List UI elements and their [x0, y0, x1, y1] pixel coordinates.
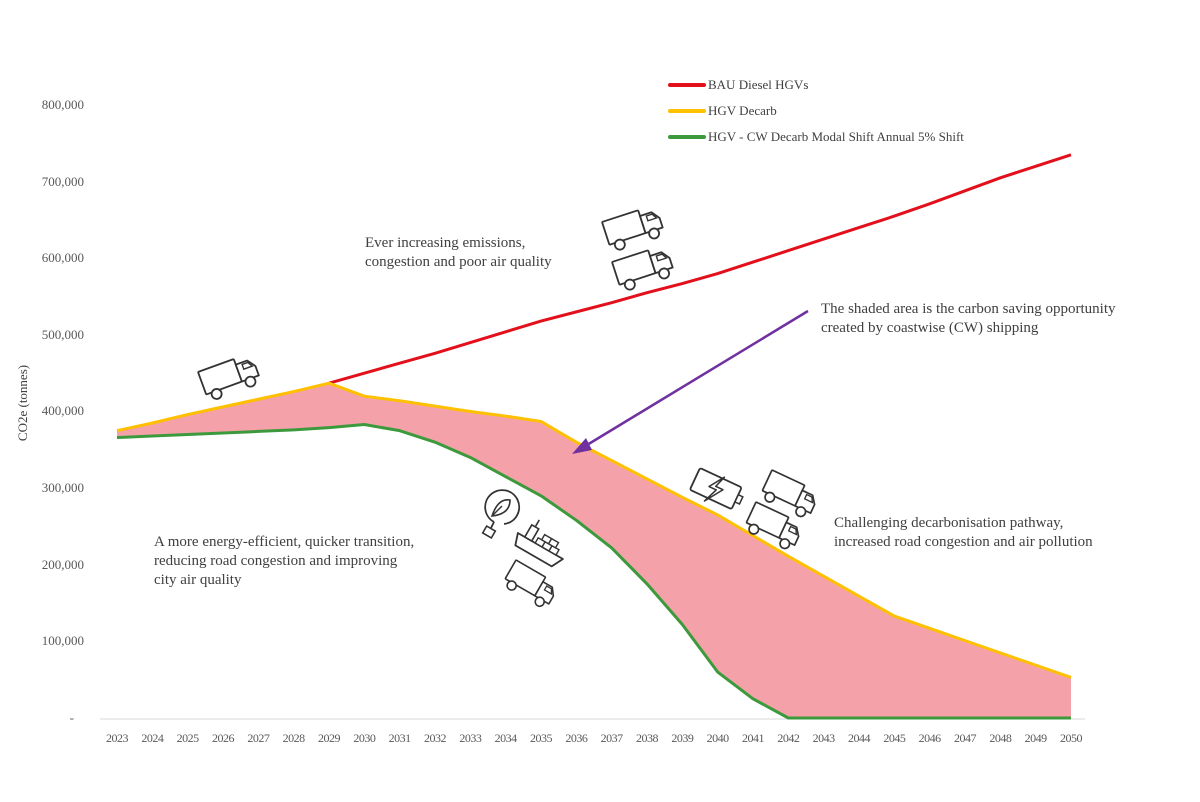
x-tick: 2035	[530, 731, 553, 745]
x-tick: 2026	[212, 731, 235, 745]
annotation-line: congestion and poor air quality	[365, 254, 552, 270]
legend-swatch-green	[668, 135, 706, 139]
x-tick: 2033	[459, 731, 482, 745]
x-tick: 2030	[353, 731, 376, 745]
truck-icon	[611, 243, 677, 294]
y-tick: 300,000	[41, 480, 84, 495]
cargo-ship-icon	[514, 519, 564, 568]
y-tick: 700,000	[41, 174, 84, 189]
legend-label: HGV Decarb	[708, 103, 777, 118]
eco-plug-icon	[481, 489, 521, 540]
annotation-line: A more energy-efficient, quicker transit…	[154, 534, 415, 550]
x-tick: 2044	[848, 731, 871, 745]
x-tick: 2036	[565, 731, 588, 745]
legend-label: HGV - CW Decarb Modal Shift Annual 5% Sh…	[708, 129, 964, 144]
annotation-line: The shaded area is the carbon saving opp…	[821, 301, 1116, 317]
x-tick: 2043	[812, 731, 836, 745]
legend-item-decarb: HGV Decarb	[668, 98, 964, 124]
y-tick: -	[69, 710, 74, 725]
annotation-line: Challenging decarbonisation pathway,	[834, 515, 1064, 531]
truck-icon	[601, 203, 667, 254]
x-tick: 2031	[388, 731, 412, 745]
series-line-bau-diesel	[328, 153, 1072, 385]
x-tick: 2042	[777, 731, 800, 745]
x-tick: 2034	[494, 731, 518, 745]
x-tick: 2041	[742, 731, 765, 745]
y-tick: 800,000	[41, 97, 84, 112]
electric-battery-icon	[689, 467, 744, 510]
x-tick: 2047	[954, 731, 977, 745]
x-tick: 2045	[883, 731, 906, 745]
annotation-cw-transition: A more energy-efficient, quicker transit…	[154, 533, 414, 590]
annotation-line: created by coastwise (CW) shipping	[821, 320, 1039, 336]
annotation-line: city air quality	[154, 572, 242, 588]
x-tick: 2037	[600, 731, 624, 745]
annotation-arrow	[572, 309, 809, 454]
x-tick: 2046	[918, 731, 942, 745]
x-tick: 2024	[141, 731, 164, 745]
y-tick: 200,000	[41, 557, 84, 572]
x-tick: 2025	[176, 731, 200, 745]
x-tick: 2038	[636, 731, 659, 745]
annotation-decarb-pathway: Challenging decarbonisation pathway, inc…	[834, 514, 1093, 552]
x-tick: 2029	[318, 731, 341, 745]
x-tick: 2049	[1024, 731, 1048, 745]
series-line-cw-modal-shift	[116, 423, 1071, 720]
truck-icon	[197, 351, 263, 403]
series-line-hgv-decarb	[116, 381, 1072, 679]
annotation-line: reducing road congestion and improving	[154, 553, 398, 569]
legend-label: BAU Diesel HGVs	[708, 77, 809, 92]
x-tick: 2040	[706, 731, 730, 745]
x-tick: 2050	[1060, 731, 1083, 745]
x-tick: 2028	[282, 731, 306, 745]
x-tick: 2048	[989, 731, 1012, 745]
annotation-line: increased road congestion and air pollut…	[834, 534, 1093, 550]
y-tick: 600,000	[41, 250, 84, 265]
x-tick: 2039	[671, 731, 694, 745]
legend-swatch-yellow	[668, 109, 706, 113]
chart-legend: BAU Diesel HGVs HGV Decarb HGV - CW Deca…	[668, 72, 964, 150]
x-tick: 2023	[106, 731, 129, 745]
legend-item-cw: HGV - CW Decarb Modal Shift Annual 5% Sh…	[668, 124, 964, 150]
legend-swatch-red	[668, 83, 706, 87]
annotation-line: Ever increasing emissions,	[365, 235, 526, 251]
y-tick: 400,000	[41, 403, 84, 418]
x-tick: 2027	[247, 731, 270, 745]
x-tick: 2032	[424, 731, 447, 745]
annotation-bau: Ever increasing emissions, congestion an…	[365, 234, 552, 272]
y-tick: 100,000	[41, 633, 84, 648]
annotation-shaded-area: The shaded area is the carbon saving opp…	[821, 300, 1116, 338]
truck-icon	[500, 559, 561, 611]
y-tick: 500,000	[41, 327, 84, 342]
legend-item-bau: BAU Diesel HGVs	[668, 72, 964, 98]
carbon-saving-shaded-area	[117, 383, 1071, 718]
